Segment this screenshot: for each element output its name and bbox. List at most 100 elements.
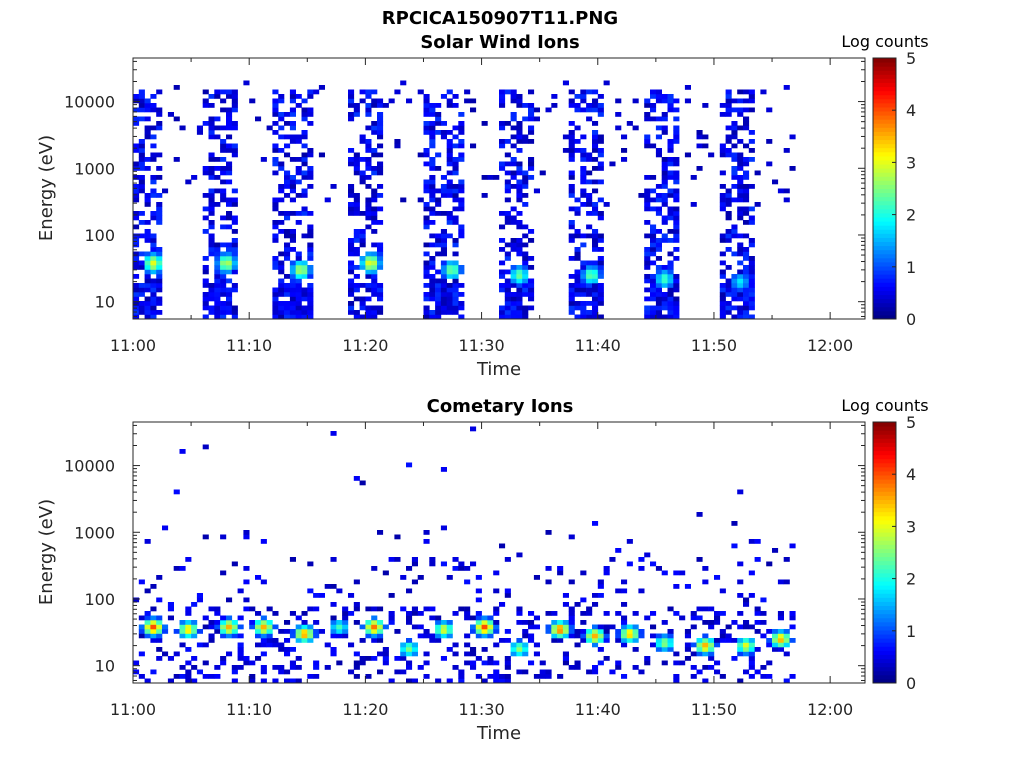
heatmap-cell-1068 [522,134,529,140]
heatmap-cell-121 [150,107,157,113]
heatmap-cell-944 [499,161,506,167]
heatmap-cell-1149 [574,197,581,203]
heatmap-cell-1007 [510,94,517,99]
heatmap-cell-903 [458,265,465,270]
heatmap-cell-717 [417,152,424,158]
heatmap-cell-1411 [667,265,674,270]
heatmap-cell-927 [481,175,488,180]
heatmap-cell-212 [295,629,302,634]
heatmap-cell-391 [278,98,285,104]
heatmap-cell-1361 [655,184,662,189]
heatmap-cell-525 [307,175,314,180]
heatmap-cell-555 [568,534,575,540]
heatmap-cell-1369 [655,89,662,95]
heatmap-cell-123 [231,669,238,675]
heatmap-cell-104 [150,256,157,261]
heatmap-cell-243 [220,292,227,297]
heatmap-cell-699 [377,143,384,149]
heatmap-cell-732 [719,633,726,639]
heatmap-cell-373 [429,561,436,567]
heatmap-cell-1374 [661,292,668,297]
heatmap-cell-1521 [725,188,732,194]
heatmap-cell-1527 [725,112,732,117]
heatmap-cell-606 [615,660,622,666]
heatmap-cell-549 [348,260,355,266]
heatmap-cell-528 [551,611,558,616]
heatmap-cell-548 [568,629,575,634]
heatmap-cell-443 [481,624,488,630]
heatmap-cell-476 [295,103,302,108]
heatmap-cell-1458 [673,157,680,162]
heatmap-cell-25 [133,161,140,167]
colorbar-segment [873,625,896,631]
heatmap-cell-650 [650,611,657,616]
heatmap-cell-1541 [731,251,738,257]
heatmap-cell-49 [173,629,180,634]
heatmap-cell-550 [568,620,575,625]
heatmap-cell-307 [377,606,384,612]
heatmap-cell-22 [150,629,157,634]
heatmap-cell-88 [144,116,151,122]
heatmap-cell-815 [783,629,790,634]
heatmap-cell-541 [348,305,355,311]
heatmap-cell-846 [446,260,453,266]
heatmap-cell-52 [138,152,145,158]
heatmap-cell-316 [231,229,238,234]
colorbar-segment [873,544,896,549]
heatmap-cell-22 [133,184,140,189]
heatmap-cell-82 [196,642,203,648]
heatmap-cell-1282 [626,121,633,126]
heatmap-cell-1041 [516,121,523,126]
heatmap-cell-1314 [650,310,657,315]
heatmap-cell-1218 [592,278,599,284]
heatmap-cell-252 [330,431,337,436]
heatmap-cell-117 [226,629,233,634]
heatmap-cell-918 [458,125,465,131]
heatmap-cell-751 [737,593,744,598]
heatmap-cell-710 [394,143,401,149]
heatmap-cell-368 [423,530,430,535]
heatmap-cell-992 [510,238,517,243]
heatmap-cell-1355 [655,238,662,243]
heatmap-cell-583 [353,202,360,207]
heatmap-cell-196 [208,202,215,207]
heatmap-cell-168 [202,269,209,275]
heatmap-cell-1471 [696,166,703,171]
heatmap-cell-731 [423,224,430,230]
heatmap-cell-1469 [690,202,697,207]
heatmap-cell-413 [464,615,471,621]
heatmap-cell-273 [226,296,233,302]
heatmap-cell-182 [272,665,279,670]
heatmap-cell-1509 [725,283,732,288]
heatmap-cell-700 [377,134,384,140]
heatmap-cell-72 [144,265,151,270]
heatmap-cell-442 [481,629,488,634]
heatmap-cell-518 [545,624,552,630]
heatmap-cell-584 [592,521,599,526]
heatmap-cell-821 [440,251,447,257]
heatmap-cell-208 [208,121,215,126]
heatmap-cell-12 [144,629,151,634]
heatmap-cell-1610 [743,211,750,216]
heatmap-cell-522 [545,530,552,535]
heatmap-cell-170 [202,256,209,261]
heatmap-cell-611 [359,139,366,144]
heatmap-cell-1373 [661,296,668,302]
heatmap-cell-1037 [516,139,523,144]
heatmap-cell-198 [208,193,215,198]
heatmap-cell-663 [661,570,668,576]
heatmap-cell-1357 [655,211,662,216]
colorbar-segment [873,483,896,488]
colorbar-segment [873,86,896,92]
heatmap-cell-192 [208,224,215,230]
heatmap-cell-1089 [528,112,535,117]
heatmap-cell-582 [592,602,599,607]
heatmap-cell-438 [289,188,296,194]
heatmap-cell-504 [301,98,308,104]
heatmap-cell-624 [365,260,372,266]
heatmap-cell-576 [353,251,360,257]
heatmap-cell-1069 [522,116,529,122]
heatmap-cell-528 [307,152,314,158]
heatmap-cell-770 [748,642,755,648]
colorbar-segment [873,298,896,304]
